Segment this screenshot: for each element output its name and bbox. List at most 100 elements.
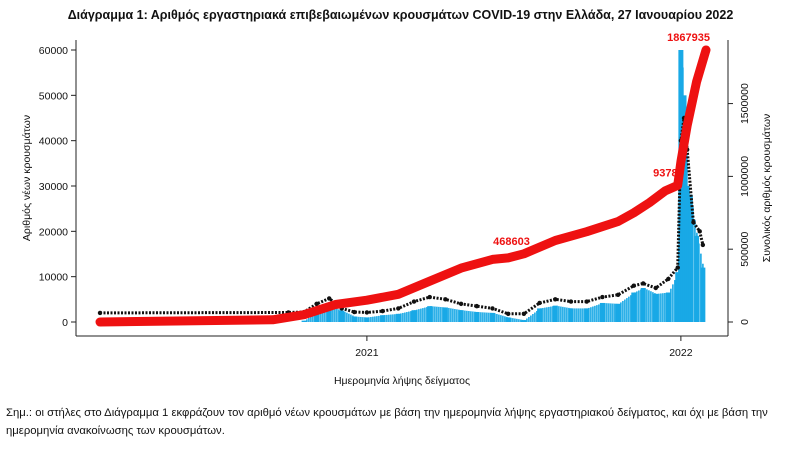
- chart-title: Διάγραμμα 1: Αριθμός εργαστηριακά επιβεβ…: [67, 8, 734, 22]
- bar-fill: [350, 314, 352, 322]
- bar-fill: [696, 232, 698, 322]
- left-tick-label: 50000: [39, 90, 68, 102]
- bar-fill: [562, 306, 564, 322]
- bar-fill: [394, 314, 396, 322]
- bar-fill: [528, 317, 530, 322]
- bar-fill: [516, 318, 518, 322]
- bar-fill: [548, 306, 550, 322]
- bar-fill: [360, 316, 362, 322]
- annotation-label: 1867935: [667, 32, 710, 44]
- bar-fill: [440, 307, 442, 322]
- bar-fill: [612, 303, 614, 322]
- moving-average-point: [380, 308, 385, 314]
- bar-fill: [648, 290, 650, 322]
- bar-fill: [348, 313, 350, 322]
- bar-fill: [538, 309, 540, 322]
- bar-fill: [314, 313, 316, 322]
- moving-average-point: [505, 311, 511, 317]
- bar-fill: [372, 316, 374, 322]
- bar-fill: [568, 307, 570, 322]
- bar-fill: [694, 219, 696, 322]
- bar-fill: [558, 306, 560, 322]
- bar-fill: [324, 308, 326, 322]
- bar: [681, 95, 687, 322]
- bar-fill: [532, 314, 534, 322]
- moving-average-point: [653, 285, 658, 291]
- bar-fill: [352, 315, 354, 322]
- bar-fill: [486, 312, 488, 322]
- bar-fill: [554, 305, 556, 322]
- bar-fill: [514, 318, 516, 322]
- bar-fill: [388, 314, 390, 322]
- bar-fill: [478, 312, 480, 322]
- right-tick-label: 1500000: [739, 83, 751, 124]
- bar-fill: [376, 316, 378, 322]
- bar-fill: [506, 316, 508, 322]
- bar-fill: [592, 306, 594, 322]
- bar-fill: [420, 308, 422, 322]
- moving-average-line: [99, 117, 705, 316]
- bar-fill: [620, 302, 622, 322]
- bar-fill: [418, 309, 420, 322]
- bar-fill: [588, 307, 590, 322]
- bar-fill: [464, 310, 466, 322]
- moving-average-point: [568, 299, 574, 304]
- bar-fill: [306, 319, 308, 322]
- bar-fill: [328, 306, 330, 322]
- bar-fill: [450, 308, 452, 322]
- bar-fill: [338, 309, 340, 322]
- bar-fill: [452, 308, 454, 322]
- bar-fill: [564, 307, 566, 322]
- bar-fill: [556, 305, 558, 322]
- bar-fill: [446, 307, 448, 322]
- bar-fill: [472, 311, 474, 322]
- bar-fill: [626, 298, 628, 322]
- bar-fill: [308, 317, 310, 322]
- x-tick-label: 2021: [355, 347, 379, 359]
- bar-fill: [598, 304, 600, 322]
- left-tick-label: 20000: [39, 226, 68, 238]
- bar-fill: [502, 315, 504, 322]
- moving-average-point: [697, 229, 702, 234]
- bar-fill: [658, 293, 660, 322]
- bar-fill: [380, 315, 382, 322]
- moving-average-point: [553, 297, 558, 302]
- bar-fill: [436, 306, 438, 322]
- bar-fill: [644, 288, 646, 322]
- bar-fill: [470, 311, 472, 322]
- bar-fill: [582, 308, 584, 322]
- bar-fill: [392, 314, 394, 322]
- bar-fill: [674, 280, 676, 322]
- bar-fill: [622, 300, 624, 322]
- bar-fill: [566, 307, 568, 322]
- bar-fill: [426, 307, 428, 322]
- bar-fill: [632, 293, 634, 322]
- moving-average-series: [97, 115, 706, 317]
- bar-fill: [682, 67, 684, 323]
- bar-fill: [574, 308, 576, 322]
- right-tick-label: 1000000: [739, 156, 751, 197]
- bar-fill: [692, 206, 694, 322]
- bar-fill: [542, 307, 544, 322]
- bar-fill: [374, 316, 376, 322]
- bar-fill: [454, 309, 456, 322]
- bar-fill: [616, 303, 618, 322]
- footnote: Σημ.: οι στήλες στο Διάγραμμα 1 εκφράζου…: [6, 407, 768, 437]
- bar-fill: [342, 310, 344, 322]
- left-tick-label: 30000: [39, 181, 68, 193]
- bar-fill: [628, 296, 630, 322]
- moving-average-point: [675, 265, 680, 270]
- annotation-label: 93783: [653, 167, 684, 179]
- bar-fill: [670, 288, 672, 322]
- bar-fill: [460, 310, 462, 322]
- bar-fill: [690, 194, 692, 322]
- bar-fill: [444, 307, 446, 322]
- bar-fill: [702, 263, 704, 322]
- bar-fill: [614, 303, 616, 322]
- x-tick-label: 2022: [669, 347, 693, 359]
- bar-fill: [400, 313, 402, 322]
- bar-fill: [688, 188, 690, 322]
- bar-fill: [448, 307, 450, 322]
- bar: [631, 292, 637, 322]
